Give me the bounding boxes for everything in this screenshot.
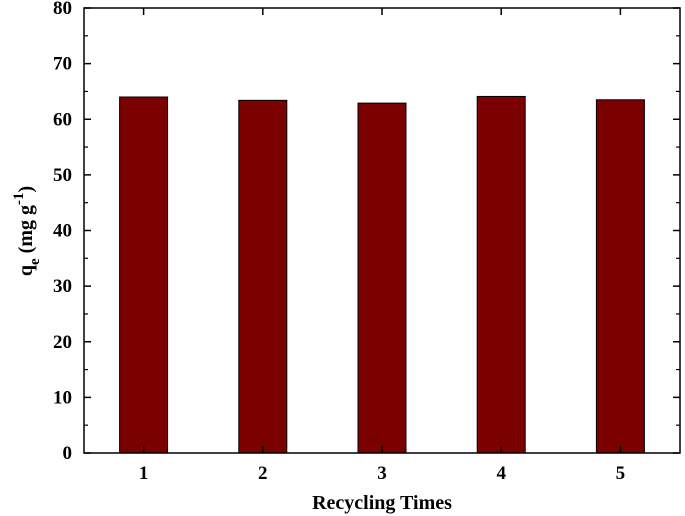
bars-group: [119, 95, 645, 454]
y-tick-label: 50: [53, 165, 72, 186]
bar-2: [238, 99, 288, 454]
y-axis-ticks: 0 10 20 30 40 50 60 70 80: [53, 0, 680, 464]
y-tick-label: 40: [53, 221, 72, 242]
y-tick-label: 70: [53, 54, 72, 75]
y-tick-label: 60: [53, 109, 72, 130]
bar-1: [119, 96, 169, 454]
y-tick-label: 20: [53, 332, 72, 353]
x-tick-label: 4: [496, 463, 506, 484]
x-tick-label: 5: [616, 463, 626, 484]
x-tick-label: 3: [377, 463, 387, 484]
y-tick-label: 80: [53, 0, 72, 19]
y-tick-label: 30: [53, 276, 72, 297]
bar-4: [476, 95, 526, 454]
y-axis-title-units-open: (mg g: [15, 205, 37, 258]
x-axis-ticks: 1 2 3 4 5: [139, 8, 625, 484]
y-axis-title-superscript: -1: [11, 193, 27, 206]
y-tick-label: 10: [53, 387, 72, 408]
y-axis-title-main: q: [15, 265, 37, 276]
y-axis-title-subscript: e: [27, 258, 43, 265]
x-tick-label: 1: [139, 463, 149, 484]
y-tick-label: 0: [63, 443, 73, 464]
y-axis-title: qe (mg g-1): [11, 186, 43, 276]
bar-5: [595, 99, 645, 454]
x-tick-label: 2: [258, 463, 268, 484]
y-axis-title-units-close: ): [15, 186, 37, 193]
bar-3: [357, 102, 407, 454]
x-axis-title: Recycling Times: [312, 492, 452, 514]
